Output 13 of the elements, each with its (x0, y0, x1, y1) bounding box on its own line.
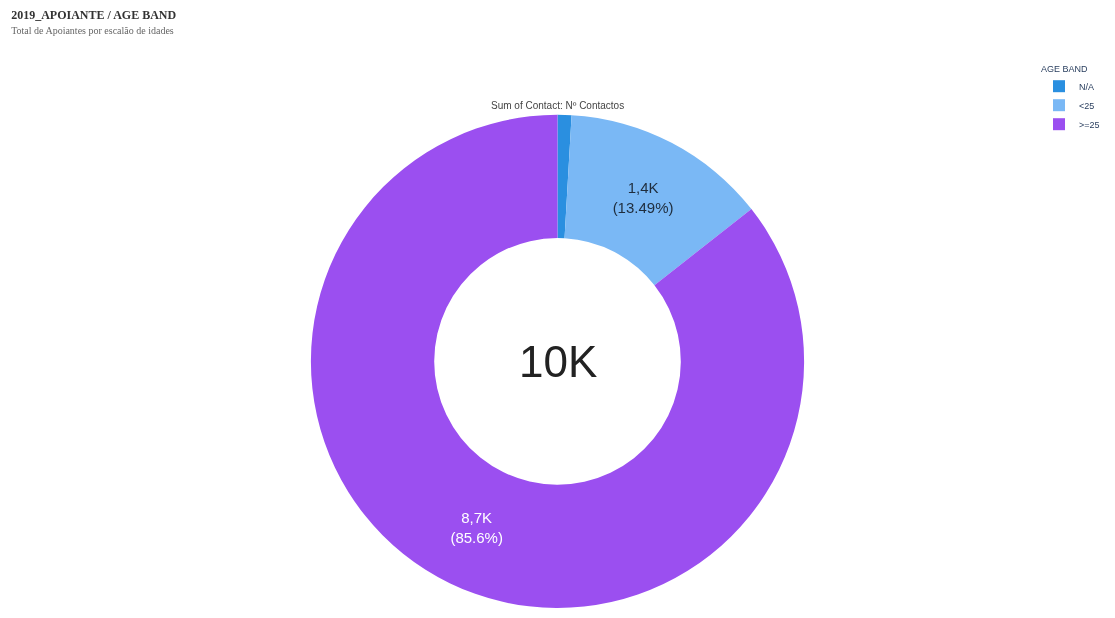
data-label: 8,7K (85.6%) (450, 509, 503, 546)
legend-title: AGE BAND (1041, 63, 1089, 74)
donut-slice (557, 114, 572, 239)
text: 2019_APOIANTE / AGE BAND (11, 7, 177, 22)
legend-label: N/A (1079, 81, 1095, 92)
donut-slice (564, 115, 752, 286)
legend-label: <25 (1079, 100, 1095, 111)
text: 10K (519, 337, 598, 386)
legend-label: >=25 (1079, 119, 1100, 130)
donut-slice (311, 114, 805, 608)
text: Total de Apoiantes por escalão de idades (11, 25, 174, 37)
data-label: 1,4K (13.49%) (612, 179, 674, 216)
text: Sum of Contact: Nº Contactos (491, 100, 625, 111)
